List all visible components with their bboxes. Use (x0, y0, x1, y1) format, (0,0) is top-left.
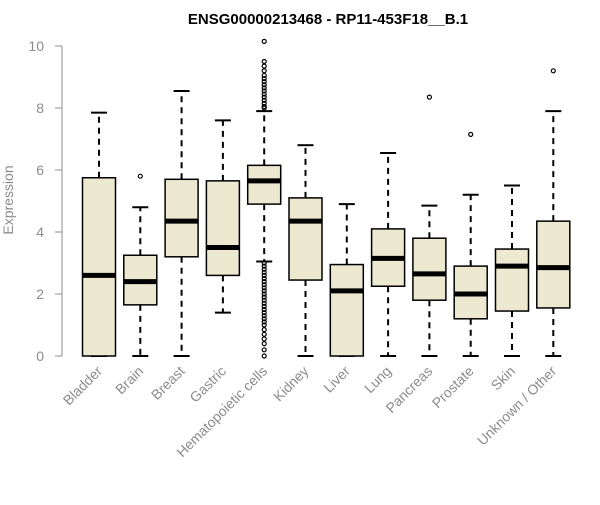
box-iqr (329, 263, 365, 357)
outlier-point (261, 94, 267, 100)
x-category-label: Liver (320, 363, 353, 396)
outlier-point (261, 282, 267, 288)
outlier-point (426, 94, 432, 100)
x-category-label: Brain (112, 363, 146, 397)
outlier-point (261, 100, 267, 106)
box-group (370, 151, 406, 357)
box-group (164, 89, 199, 357)
outlier-point (261, 285, 267, 291)
box-group (536, 68, 571, 357)
outlier-point (261, 310, 267, 316)
box-group (205, 119, 241, 314)
outlier-point (261, 269, 267, 275)
box-group (453, 131, 488, 357)
outlier-point (261, 336, 267, 342)
outlier-point (261, 322, 267, 328)
box-group (412, 94, 447, 357)
outlier-point (550, 68, 556, 74)
box-iqr (412, 237, 447, 301)
box-group (123, 173, 158, 357)
outlier-point (261, 291, 267, 297)
outlier-point (261, 105, 267, 111)
outlier-point (261, 300, 267, 306)
chart-title: ENSG00000213468 - RP11-453F18__B.1 (188, 11, 468, 28)
outlier-point (261, 327, 267, 333)
outlier-point (261, 260, 267, 266)
y-tick-label: 6 (36, 162, 44, 178)
box-group (246, 38, 282, 359)
y-axis: 0 2 4 6 8 10 (28, 38, 63, 364)
outlier-point (261, 341, 267, 347)
outlier-point (261, 85, 267, 91)
plot-area (81, 38, 571, 359)
outlier-point (261, 275, 267, 282)
outlier-point (468, 131, 474, 137)
box-iqr (205, 180, 241, 277)
outlier-point (261, 82, 267, 88)
y-tick-label: 10 (28, 38, 44, 54)
outlier-point (261, 313, 267, 319)
outlier-point (261, 331, 267, 337)
x-category-label: Bladder (60, 363, 106, 409)
outlier-point (261, 272, 267, 278)
outlier-point (261, 58, 267, 65)
outlier-point (261, 79, 267, 85)
outlier-point (261, 75, 267, 82)
outlier-point (261, 91, 267, 97)
box-iqr (494, 248, 530, 312)
outlier-point (261, 38, 267, 44)
box-iqr (536, 220, 571, 309)
box-iqr (164, 178, 199, 258)
outlier-point (261, 88, 267, 94)
outlier-point (261, 297, 267, 303)
outlier-point (261, 294, 267, 300)
outlier-point (261, 316, 267, 322)
y-tick-label: 8 (36, 100, 44, 116)
outlier-point (261, 319, 267, 325)
box-iqr (288, 197, 323, 281)
box-iqr (81, 177, 117, 357)
outlier-point (261, 266, 267, 272)
outlier-point (261, 72, 267, 79)
y-tick-label: 4 (36, 224, 44, 240)
box-group (329, 203, 365, 357)
x-category-label: Lung (361, 363, 394, 396)
x-category-label: Prostate (429, 363, 477, 411)
outlier-point (137, 173, 143, 179)
y-tick-label: 0 (36, 348, 44, 364)
y-axis-label: Expression (0, 165, 16, 234)
outlier-point (261, 303, 267, 309)
box-group (288, 144, 323, 357)
outlier-point (261, 353, 267, 359)
x-category-label: Kidney (270, 363, 312, 405)
outlier-point (261, 63, 267, 69)
outlier-point (261, 279, 267, 285)
outlier-point (261, 263, 267, 269)
box-group (494, 184, 530, 357)
outlier-point (261, 68, 267, 74)
outlier-point (261, 306, 267, 313)
x-category-label: Breast (148, 363, 188, 403)
outlier-point (261, 288, 267, 294)
y-tick-label: 2 (36, 286, 44, 302)
outlier-point (261, 347, 267, 353)
box-iqr (246, 164, 282, 205)
x-category-label: Skin (488, 363, 519, 394)
box-group (81, 111, 117, 357)
outlier-point (261, 97, 267, 103)
